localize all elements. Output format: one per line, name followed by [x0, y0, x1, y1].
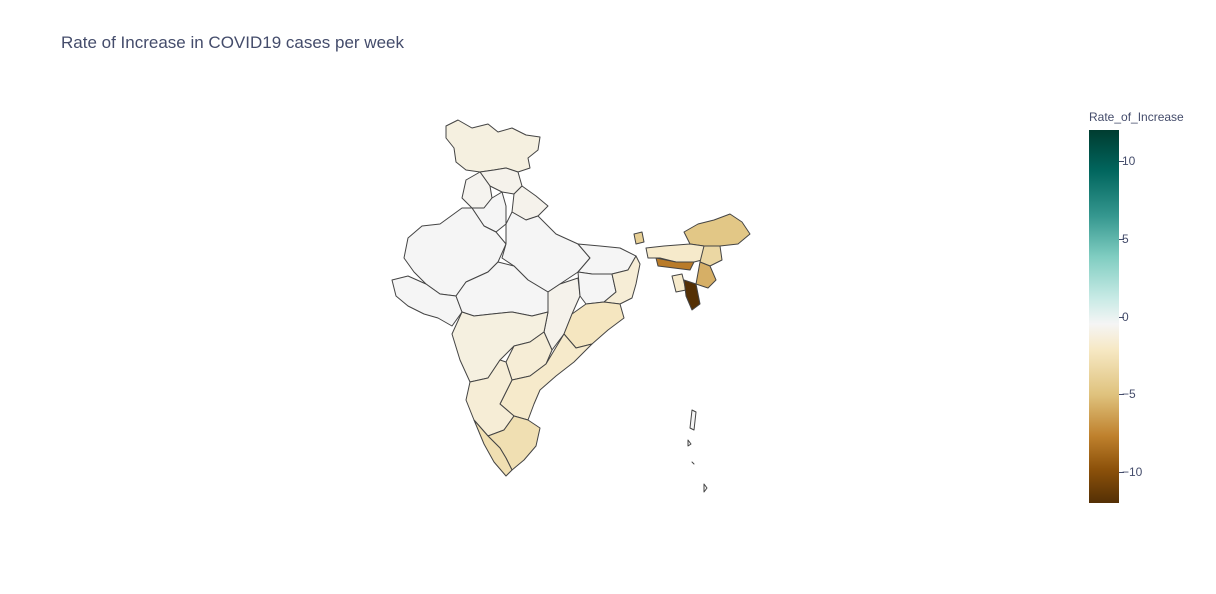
colorbar-tick: [1119, 238, 1124, 240]
colorbar-tick-label: −5: [1122, 387, 1136, 402]
colorbar-tick-label: 0: [1122, 309, 1129, 324]
colorbar-tick-label: 5: [1122, 231, 1129, 246]
state-jammu-kashmir[interactable]: [445, 119, 541, 173]
colorbar-tick: [1119, 471, 1124, 473]
state-meghalaya[interactable]: [655, 257, 695, 271]
state-kerala[interactable]: [473, 419, 513, 477]
state-mizoram[interactable]: [683, 279, 701, 311]
state-arunachal-pradesh[interactable]: [683, 213, 751, 247]
colorbar-tick: [1119, 394, 1124, 396]
colorbar-title: Rate_of_Increase: [1089, 110, 1184, 124]
state-sikkim[interactable]: [633, 231, 645, 245]
colorbar-tick: [1119, 161, 1124, 163]
state-nagaland[interactable]: [699, 245, 723, 267]
colorbar-tick-label: 10: [1122, 154, 1136, 169]
state-andaman-nicobar[interactable]: [687, 409, 708, 493]
colorbar-tick-label: −10: [1122, 464, 1143, 479]
colorbar: [1089, 130, 1119, 503]
state-west-bengal[interactable]: [603, 255, 641, 305]
chart-title: Rate of Increase in COVID19 cases per we…: [61, 33, 404, 52]
colorbar-tick: [1119, 316, 1124, 318]
state-karnataka[interactable]: [465, 359, 515, 437]
state-gujarat[interactable]: [391, 275, 463, 327]
state-manipur[interactable]: [695, 261, 717, 289]
